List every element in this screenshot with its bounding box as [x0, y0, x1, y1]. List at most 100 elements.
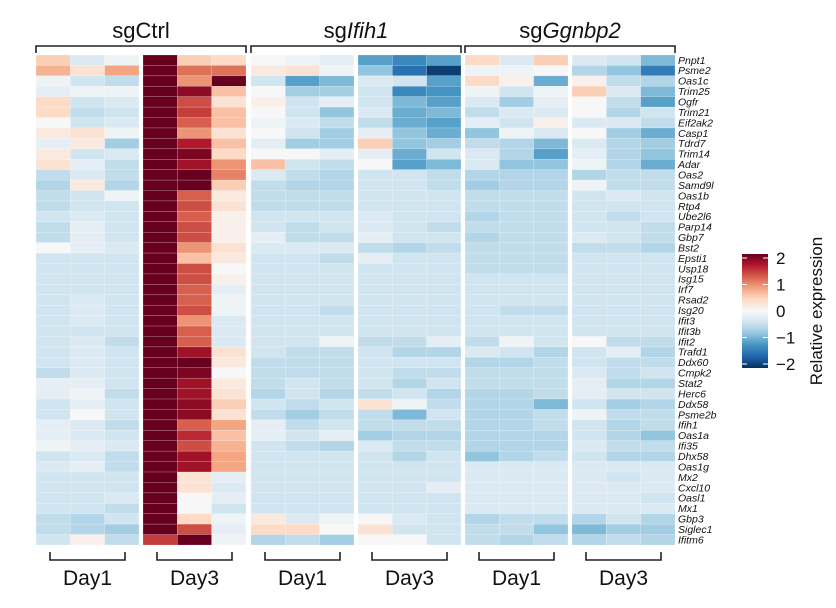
colorbar-tick-label: 2 [776, 249, 785, 268]
heatmap-cell [70, 304, 105, 316]
colorbar-title: Relative expression [807, 237, 826, 385]
heatmap-cell [426, 377, 462, 389]
heatmap-cell [250, 377, 286, 389]
heatmap-cell [533, 179, 569, 191]
heatmap-cell [35, 169, 71, 181]
group-name: Ifih1 [347, 18, 389, 43]
heatmap-cell [285, 513, 320, 525]
heatmap-cell [142, 388, 178, 400]
heatmap-cell [533, 398, 569, 410]
heatmap-cell [533, 294, 569, 306]
heatmap-cell [70, 221, 105, 233]
heatmap-cell [285, 138, 320, 150]
heatmap-cell [533, 471, 569, 483]
gene-label: Rsad2 [678, 295, 709, 307]
heatmap-cell [177, 440, 212, 452]
heatmap-cell [250, 398, 286, 410]
heatmap-cell [319, 96, 355, 108]
heatmap-cell [533, 523, 569, 535]
heatmap-cell [285, 419, 320, 431]
heatmap-cell [70, 315, 105, 327]
heatmap-cell [177, 450, 212, 462]
heatmap-cell [464, 117, 500, 129]
day-label: Day3 [385, 567, 434, 590]
heatmap-cell [319, 430, 355, 441]
heatmap-cell [177, 221, 212, 233]
heatmap-cell [142, 200, 178, 212]
heatmap-cell [533, 357, 569, 369]
heatmap-cell [640, 200, 676, 212]
heatmap-cell [70, 388, 105, 400]
heatmap-cell [426, 315, 462, 327]
heatmap-cell [499, 450, 534, 462]
heatmap-cell [392, 148, 427, 160]
heatmap-cell [357, 242, 393, 254]
heatmap-cell [499, 221, 534, 233]
heatmap-cell [533, 106, 569, 118]
heatmap-cell [464, 523, 500, 535]
heatmap-cell [533, 148, 569, 160]
heatmap-cell [357, 231, 393, 243]
heatmap-cell [250, 513, 286, 525]
heatmap-cell [250, 75, 286, 87]
heatmap-cell [177, 461, 212, 473]
heatmap-cell [606, 409, 641, 421]
heatmap-cell [104, 419, 140, 431]
heatmap-cell [533, 346, 569, 358]
heatmap-cell [104, 138, 140, 150]
heatmap-cell [640, 440, 676, 452]
gene-label: Oas1c [678, 76, 709, 88]
heatmap-cell [250, 304, 286, 316]
heatmap-cell [35, 325, 71, 337]
heatmap-cell [285, 106, 320, 118]
heatmap-cell [35, 65, 71, 77]
heatmap-cell [533, 252, 569, 264]
heatmap-cell [640, 430, 676, 441]
heatmap-cell [177, 159, 212, 170]
heatmap-cell [35, 54, 71, 66]
heatmap-cell [142, 513, 178, 525]
heatmap-cell [571, 430, 607, 441]
heatmap-cell [211, 315, 247, 327]
heatmap-cell [35, 440, 71, 452]
gene-label: Oas1a [678, 430, 709, 442]
heatmap-cell [392, 430, 427, 441]
heatmap-cell [499, 503, 534, 514]
heatmap-cell [640, 231, 676, 243]
gene-label: Ifitm6 [678, 534, 704, 546]
heatmap-cell [640, 304, 676, 316]
heatmap-cell [104, 190, 140, 202]
group-name: Ggnbp2 [542, 18, 620, 43]
heatmap-cell [104, 273, 140, 285]
heatmap-cell [70, 211, 105, 223]
heatmap-cell [426, 86, 462, 97]
heatmap-cell [640, 221, 676, 233]
heatmap-cell [177, 430, 212, 441]
heatmap-cell [319, 523, 355, 535]
heatmap-cell [211, 106, 247, 118]
heatmap-cell [606, 159, 641, 170]
heatmap-cell [35, 190, 71, 202]
heatmap-cell [319, 179, 355, 191]
heatmap-cell [142, 75, 178, 87]
heatmap-cell [357, 211, 393, 223]
heatmap-cell [392, 440, 427, 452]
heatmap-cell [571, 503, 607, 514]
heatmap-cell [104, 503, 140, 514]
heatmap-cell [35, 461, 71, 473]
heatmap-cell [142, 357, 178, 369]
heatmap-cell [464, 492, 500, 504]
heatmap-cell [319, 200, 355, 212]
heatmap-cell [426, 263, 462, 275]
heatmap-cell [357, 138, 393, 150]
heatmap-cell [392, 284, 427, 296]
heatmap-cell [177, 106, 212, 118]
heatmap-cell [357, 377, 393, 389]
heatmap-cell [104, 252, 140, 264]
heatmap-cell [464, 461, 500, 473]
heatmap-cell [35, 450, 71, 462]
heatmap-cell [285, 190, 320, 202]
heatmap-cell [177, 284, 212, 296]
heatmap-cell [250, 231, 286, 243]
day-label: Day1 [492, 567, 541, 590]
